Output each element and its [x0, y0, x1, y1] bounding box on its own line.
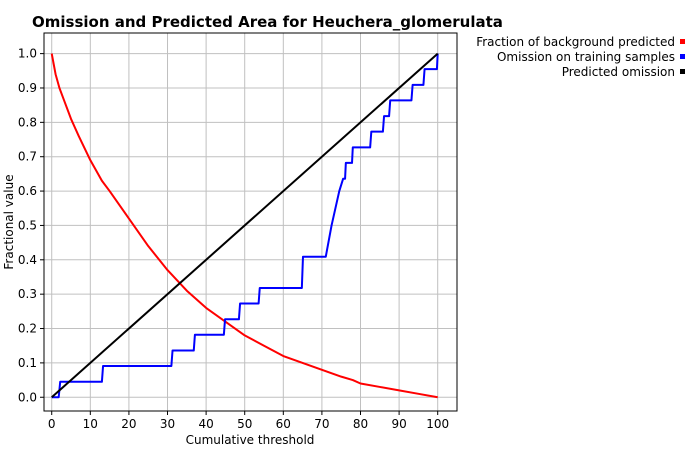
fraction-background-line [50, 53, 438, 399]
legend-swatch [680, 39, 685, 44]
x-tick-label: 30 [160, 417, 175, 431]
x-tick-label: 70 [314, 417, 329, 431]
omission-training-line [51, 53, 439, 399]
x-axis-label: Cumulative threshold [186, 433, 315, 447]
grid [44, 33, 457, 411]
y-axis-label: Fractional value [2, 174, 16, 269]
x-axis-ticks: 0 10 20 30 40 50 60 70 80 90 100 [48, 411, 449, 431]
y-tick-label: 0.3 [18, 287, 37, 301]
y-tick-label: 0.1 [18, 356, 37, 370]
y-tick-label: 0.5 [18, 218, 37, 232]
plot-frame [43, 32, 458, 412]
x-tick-label: 60 [276, 417, 291, 431]
x-tick-label: 90 [391, 417, 406, 431]
y-tick-label: 0.8 [18, 115, 37, 129]
y-tick-label: 0.6 [18, 184, 37, 198]
predicted-omission-line [51, 52, 439, 398]
legend-swatch [680, 69, 685, 74]
x-tick-label: 10 [83, 417, 98, 431]
y-tick-label: 0.9 [18, 81, 37, 95]
x-tick-label: 40 [198, 417, 213, 431]
legend-swatch [680, 54, 685, 59]
y-tick-label: 0.7 [18, 150, 37, 164]
y-axis-ticks: 0.0 0.1 0.2 0.3 0.4 0.5 0.6 0.7 0.8 0.9 1.0 [18, 47, 44, 404]
y-tick-label: 0.0 [18, 390, 37, 404]
y-tick-label: 1.0 [18, 47, 37, 61]
x-tick-label: 0 [48, 417, 56, 431]
x-tick-label: 100 [426, 417, 449, 431]
series-layer [50, 52, 439, 399]
legend: Fraction of background predictedOmission… [476, 35, 685, 79]
legend-label: Predicted omission [562, 65, 675, 79]
legend-label: Fraction of background predicted [476, 35, 675, 49]
chart-title: Omission and Predicted Area for Heuchera… [32, 13, 503, 31]
y-tick-label: 0.4 [18, 253, 37, 267]
x-tick-label: 20 [121, 417, 136, 431]
x-tick-label: 50 [237, 417, 252, 431]
y-tick-label: 0.2 [18, 322, 37, 336]
legend-label: Omission on training samples [497, 50, 675, 64]
x-tick-label: 80 [353, 417, 368, 431]
